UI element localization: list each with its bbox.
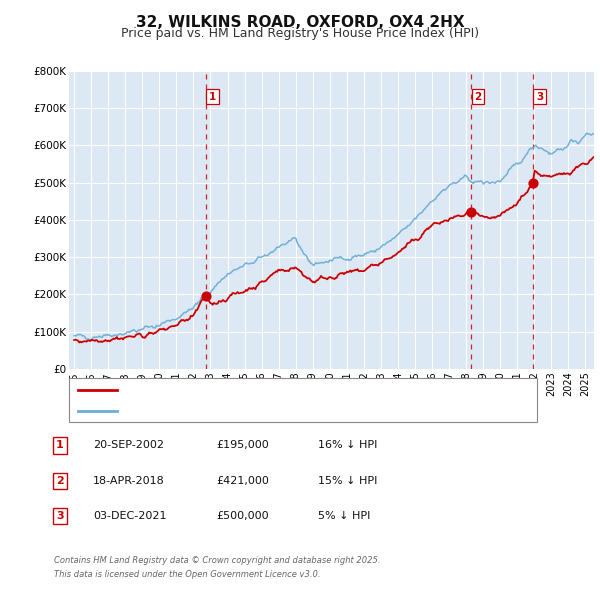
Point xyxy=(466,207,476,217)
Text: 1: 1 xyxy=(209,92,216,102)
Text: 18-APR-2018: 18-APR-2018 xyxy=(93,476,165,486)
Text: 3: 3 xyxy=(56,512,64,521)
Text: 16% ↓ HPI: 16% ↓ HPI xyxy=(318,441,377,450)
Text: 32, WILKINS ROAD, OXFORD, OX4 2HX: 32, WILKINS ROAD, OXFORD, OX4 2HX xyxy=(136,15,464,30)
Text: £421,000: £421,000 xyxy=(216,476,269,486)
Text: 03-DEC-2021: 03-DEC-2021 xyxy=(93,512,167,521)
Point xyxy=(528,178,538,187)
Text: 2: 2 xyxy=(56,476,64,486)
Text: 2: 2 xyxy=(474,92,481,102)
Text: This data is licensed under the Open Government Licence v3.0.: This data is licensed under the Open Gov… xyxy=(54,571,320,579)
Text: HPI: Average price, semi-detached house, Oxford: HPI: Average price, semi-detached house,… xyxy=(123,406,368,416)
Text: 3: 3 xyxy=(536,92,543,102)
Text: 5% ↓ HPI: 5% ↓ HPI xyxy=(318,512,370,521)
Text: 1: 1 xyxy=(56,441,64,450)
Text: 20-SEP-2002: 20-SEP-2002 xyxy=(93,441,164,450)
Text: Contains HM Land Registry data © Crown copyright and database right 2025.: Contains HM Land Registry data © Crown c… xyxy=(54,556,380,565)
Text: 32, WILKINS ROAD, OXFORD, OX4 2HX (semi-detached house): 32, WILKINS ROAD, OXFORD, OX4 2HX (semi-… xyxy=(123,385,433,395)
Text: Price paid vs. HM Land Registry's House Price Index (HPI): Price paid vs. HM Land Registry's House … xyxy=(121,27,479,40)
Text: 15% ↓ HPI: 15% ↓ HPI xyxy=(318,476,377,486)
Text: £500,000: £500,000 xyxy=(216,512,269,521)
Point xyxy=(201,291,211,301)
Text: £195,000: £195,000 xyxy=(216,441,269,450)
